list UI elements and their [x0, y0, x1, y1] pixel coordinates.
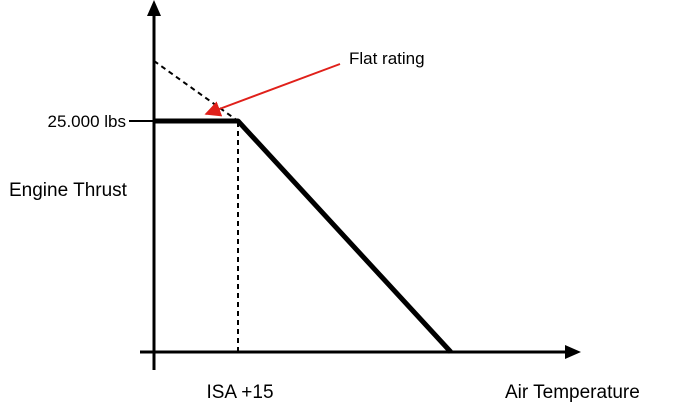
chart-marks [153, 60, 453, 354]
x-axis-arrowhead [565, 345, 581, 359]
x-axis-label: Air Temperature [505, 382, 640, 403]
x-tick-label: ISA +15 [206, 382, 273, 403]
extrapolated-thrust-line [153, 60, 239, 122]
y-axis-label: Engine Thrust [9, 180, 128, 201]
y-tick-label: 25.000 lbs [48, 112, 126, 131]
flat-rating-arrow [204, 63, 341, 117]
y-axis-arrowhead [147, 0, 161, 16]
thrust-line [154, 118, 453, 354]
axes [140, 0, 581, 370]
flat-rating-annotation: Flat rating [349, 49, 425, 68]
